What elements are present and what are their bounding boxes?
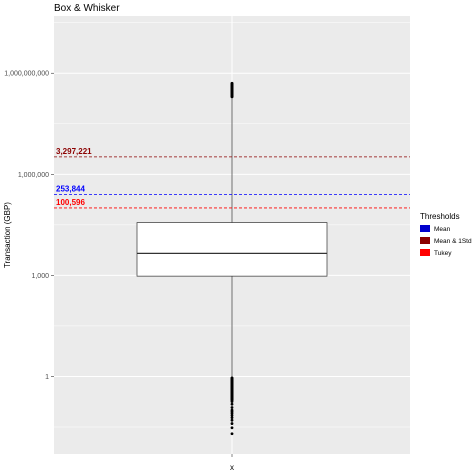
legend-label: Mean & 1Std <box>434 238 472 245</box>
legend-swatch <box>420 237 430 244</box>
outlier-point <box>230 426 234 430</box>
outlier-point <box>230 400 234 403</box>
y-axis-ticks: 1 1,000 1,000,000 1,000,000,000 <box>4 71 233 457</box>
threshold-label: 253,844 <box>56 184 85 193</box>
x-axis-title: x <box>230 463 234 472</box>
outlier-point <box>230 413 234 417</box>
threshold-lines: 3,297,221 253,844 100,596 <box>54 147 410 209</box>
threshold-label: 100,596 <box>56 198 85 207</box>
y-tick-label: 1,000,000 <box>18 172 49 179</box>
y-tick-label: 1,000,000,000 <box>4 71 49 78</box>
box-plot-marks <box>136 81 328 436</box>
outlier-point <box>230 422 234 425</box>
legend: Thresholds Mean Mean & 1Std Tukey <box>420 212 472 257</box>
legend-label: Mean <box>434 226 451 233</box>
legend-swatch <box>420 225 430 232</box>
threshold-label: 3,297,221 <box>56 147 92 156</box>
legend-swatch <box>420 249 430 256</box>
outlier-point <box>230 402 234 406</box>
box-iqr <box>136 222 328 277</box>
outlier-point <box>230 432 234 436</box>
outlier-point <box>230 406 234 409</box>
y-tick-label: 1 <box>45 374 49 381</box>
legend-label: Tukey <box>434 250 452 257</box>
outlier-point <box>230 416 234 420</box>
outlier-point <box>230 418 234 422</box>
y-tick-label: 1,000 <box>31 273 49 280</box>
legend-title: Thresholds <box>420 212 460 221</box>
chart-title: Box & Whisker <box>54 3 120 14</box>
y-axis-title: Transaction (GBP) <box>3 202 12 268</box>
outlier-point <box>230 408 234 412</box>
